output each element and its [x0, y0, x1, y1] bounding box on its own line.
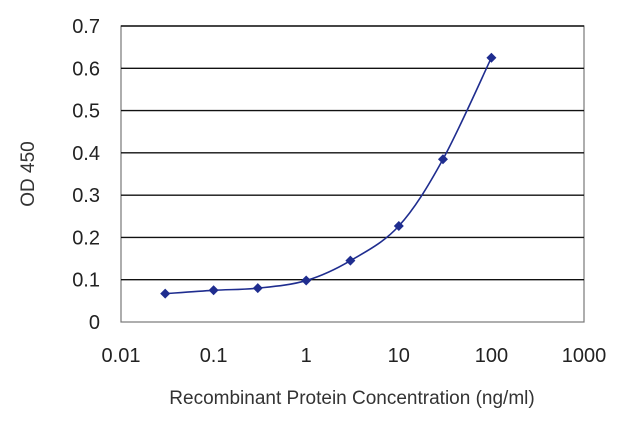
- y-tick-label: 0.4: [72, 143, 100, 165]
- x-tick-label: 1: [301, 345, 312, 367]
- x-tick-label: 1000: [562, 345, 607, 367]
- y-tick-label: 0.5: [72, 101, 100, 123]
- data-point: [301, 275, 312, 286]
- y-axis-title: OD 450: [18, 141, 39, 206]
- x-tick-label: 0.1: [200, 345, 228, 367]
- data-point: [437, 154, 448, 165]
- y-tick-label: 0.1: [72, 270, 100, 292]
- data-point: [160, 288, 171, 299]
- y-tick-label: 0.3: [72, 185, 100, 207]
- x-axis-title: Recombinant Protein Concentration (ng/ml…: [169, 388, 534, 409]
- y-axis-ticks: 0 0.1 0.2 0.3 0.4 0.5 0.6 0.7: [72, 16, 100, 334]
- data-point: [486, 52, 497, 63]
- data-point: [393, 221, 404, 232]
- y-tick-label: 0.6: [72, 58, 100, 80]
- x-axis-ticks: 0.01 0.1 1 10 100 1000: [102, 345, 607, 367]
- data-point: [252, 283, 263, 294]
- data-point: [345, 255, 356, 266]
- y-tick-label: 0.7: [72, 16, 100, 38]
- data-points: [160, 52, 497, 299]
- x-tick-label: 100: [475, 345, 508, 367]
- y-tick-label: 0: [89, 312, 100, 334]
- x-tick-label: 0.01: [102, 345, 141, 367]
- y-tick-label: 0.2: [72, 227, 100, 249]
- plot-area: [120, 25, 585, 323]
- data-point: [208, 285, 219, 296]
- gridlines: [121, 25, 584, 281]
- x-tick-label: 10: [388, 345, 410, 367]
